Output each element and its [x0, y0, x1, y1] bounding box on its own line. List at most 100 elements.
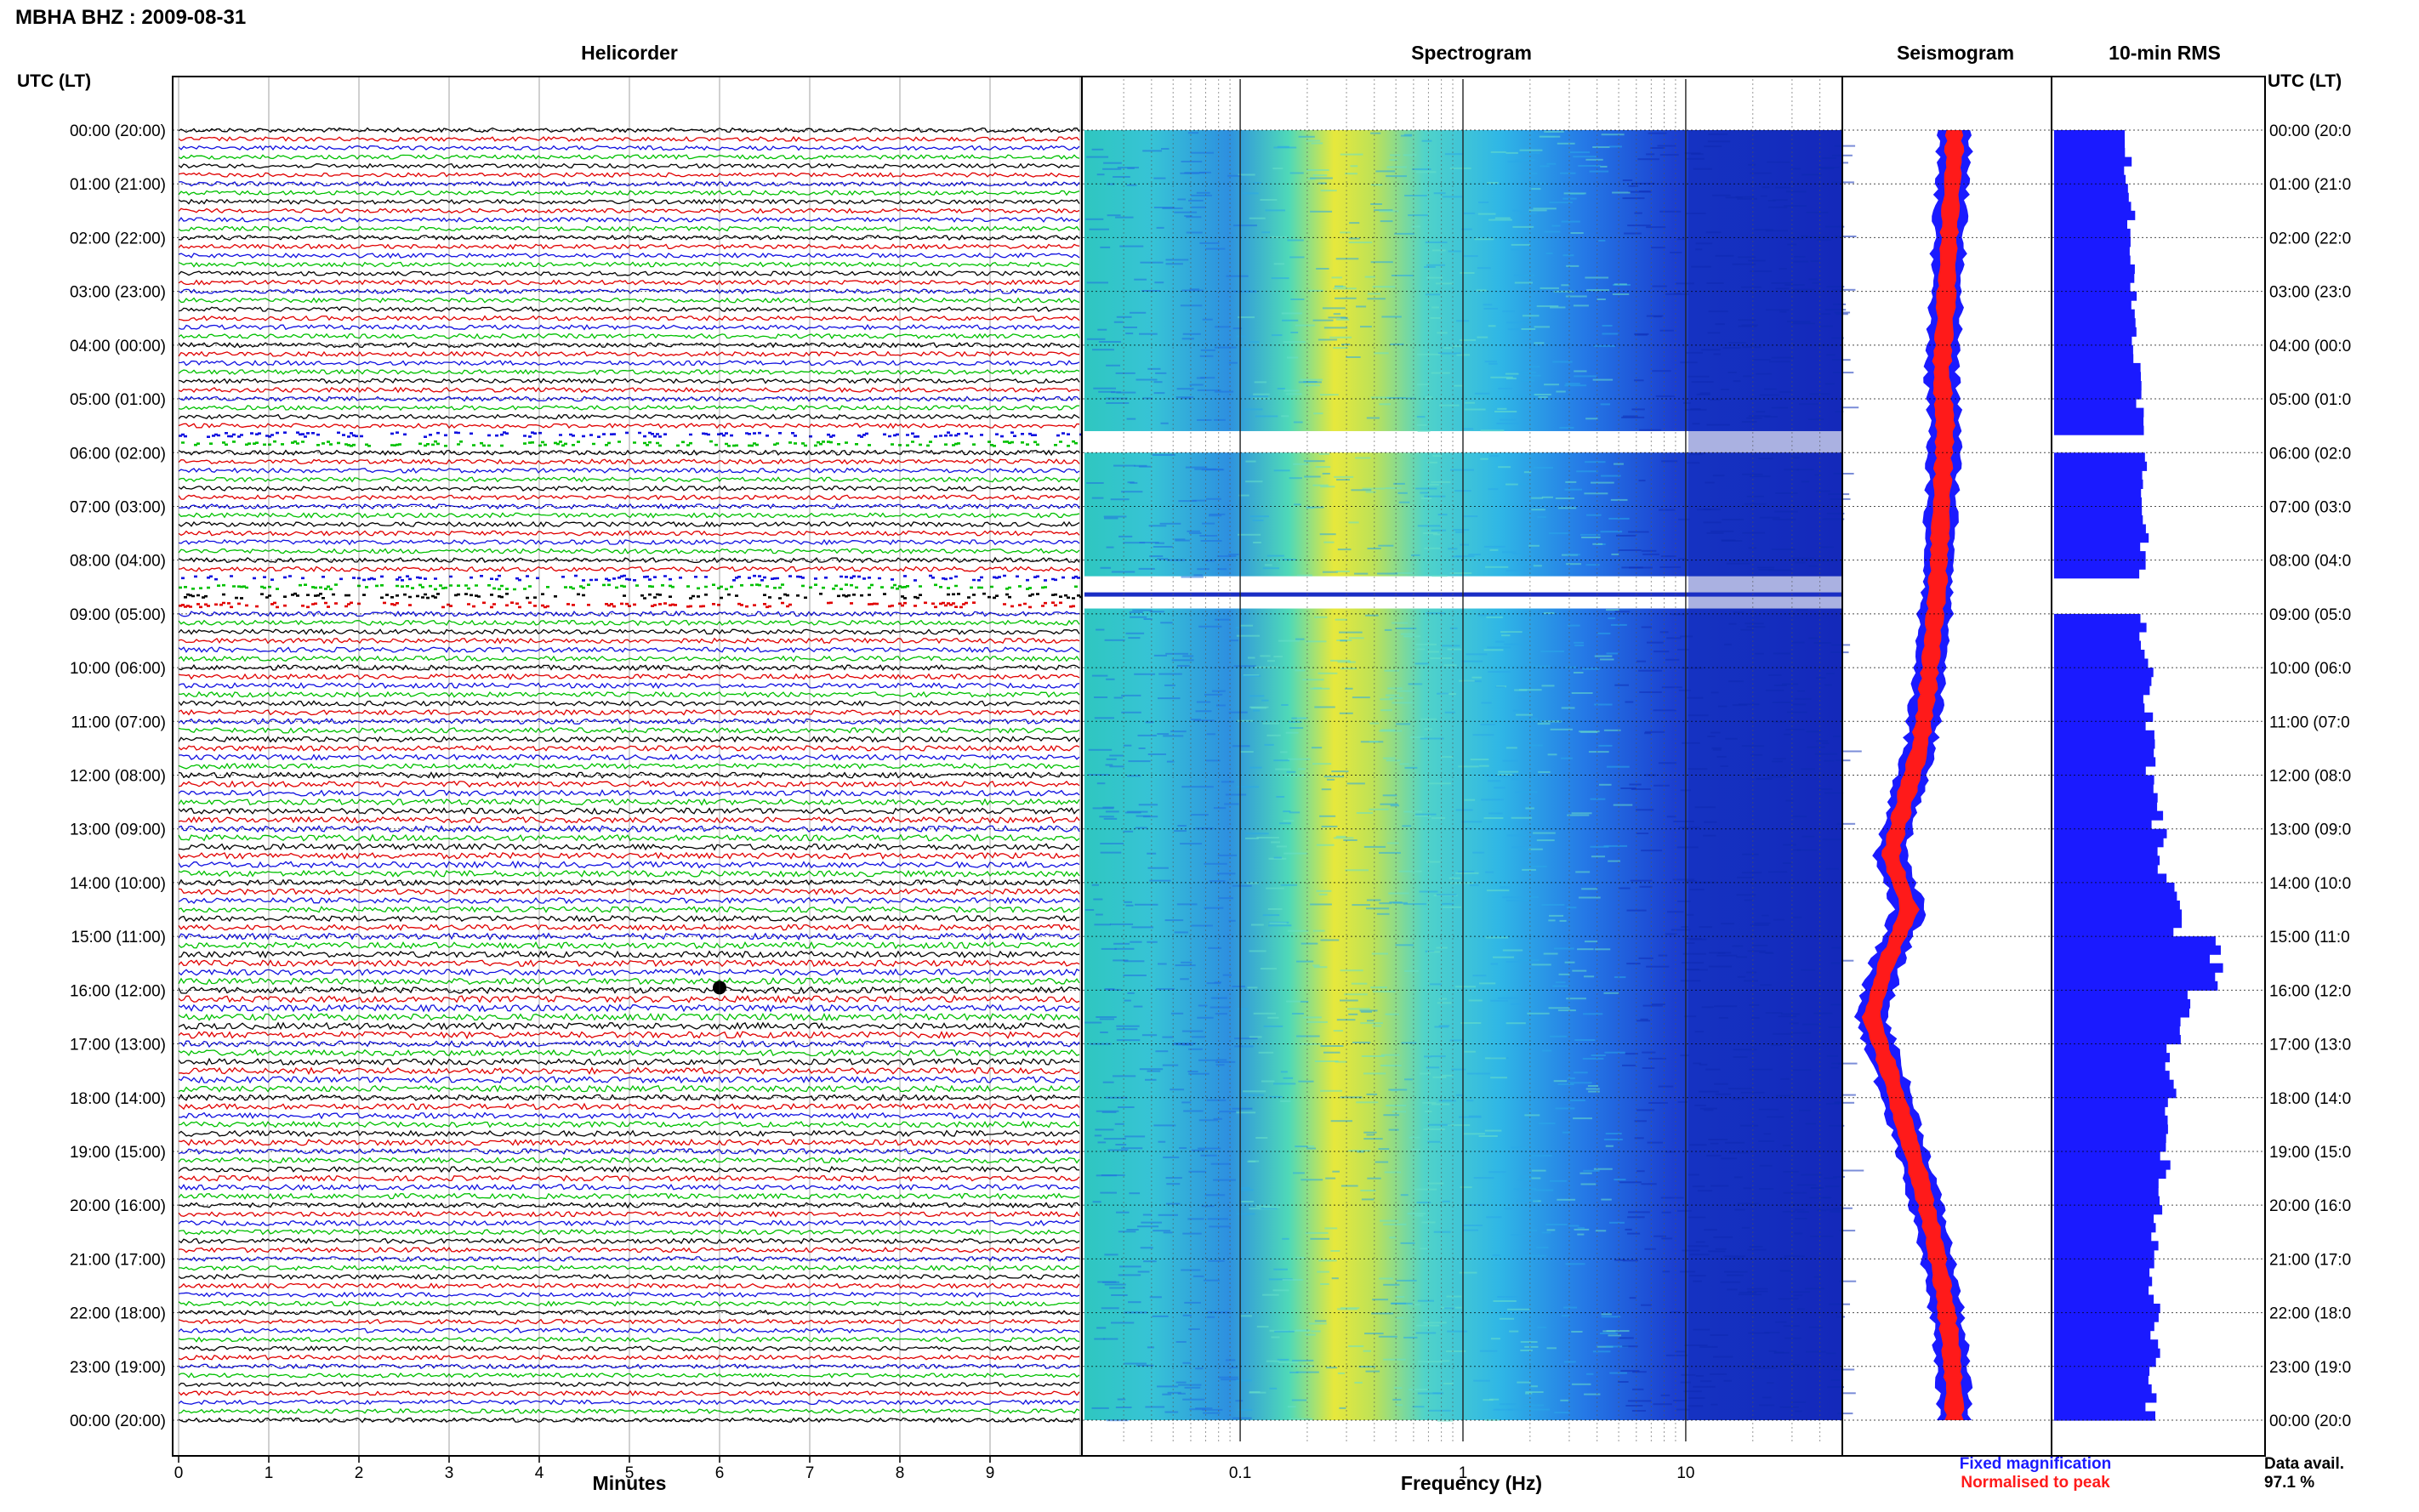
spectrogram-speck: [1703, 834, 1716, 837]
spectrogram-speck: [1819, 168, 1835, 170]
spectrogram-speck: [1430, 657, 1452, 660]
spectrogram-speck: [1258, 1051, 1274, 1054]
spectrogram-speck: [1190, 151, 1215, 154]
rms-bar: [2054, 1097, 2168, 1107]
spectrogram-speck: [1671, 929, 1691, 931]
spectrogram-speck: [1707, 332, 1721, 334]
spectrogram-speck: [1755, 652, 1764, 655]
spectrogram-speck: [1331, 1277, 1339, 1280]
rms-bar: [2054, 1223, 2156, 1233]
spectrogram-speck: [1585, 564, 1600, 566]
spectrogram-speck: [1687, 696, 1704, 699]
time-label-right: 12:00 (08:0: [2269, 768, 2351, 786]
spectrogram-speck: [1665, 933, 1677, 935]
spectrogram-speck: [1506, 1308, 1530, 1310]
spectrogram-speck: [1395, 628, 1417, 629]
helicorder-trace: [178, 306, 1080, 313]
spectrogram-speck: [1778, 1298, 1799, 1300]
spectrogram-speck: [1163, 1231, 1173, 1234]
spectrogram-speck: [1113, 321, 1124, 323]
spectrogram-speck: [1396, 1279, 1417, 1282]
spectrogram-speck: [1822, 838, 1842, 841]
spectrogram-speck: [1341, 344, 1351, 346]
spectrogram-speck: [1463, 1133, 1486, 1135]
spectrogram-speck: [1384, 669, 1400, 672]
spectrogram-speck: [1181, 1030, 1204, 1032]
spectrogram-speck: [1727, 1288, 1738, 1291]
rms-bar: [2054, 1169, 2166, 1179]
spectrogram-speck: [1639, 429, 1662, 431]
spectrogram-speck: [1291, 1359, 1314, 1361]
rms-bar: [2054, 1079, 2174, 1089]
spectrogram-speck: [1775, 1321, 1787, 1323]
spectrogram-speck: [1710, 399, 1722, 401]
spectrogram-speck: [1767, 1116, 1784, 1118]
spectrogram-speck: [1665, 1354, 1688, 1356]
spectrogram-speck: [1271, 1336, 1280, 1339]
spectrogram-speck: [1772, 760, 1783, 763]
spectrogram-speck: [1465, 827, 1472, 830]
spectrogram-speck: [1403, 154, 1417, 156]
spectrogram-speck: [1092, 1201, 1101, 1203]
spectrogram-speck: [1459, 679, 1475, 682]
spectrogram-speck: [1710, 1142, 1719, 1145]
spectrogram-speck: [1536, 1247, 1549, 1248]
spectrogram-speck: [1149, 1296, 1162, 1299]
spectrogram-speck: [1759, 1188, 1774, 1190]
spectrogram-speck: [1181, 786, 1198, 788]
spectrogram-speck: [1126, 184, 1137, 186]
spectrogram-speck: [1291, 1013, 1304, 1015]
spectrogram-speck: [1651, 1003, 1665, 1005]
spectrogram-speck: [1228, 554, 1239, 555]
spectrogram-speck: [1585, 1373, 1594, 1375]
spectrogram-speck: [1390, 804, 1400, 807]
rms-bar: [2054, 1330, 2151, 1340]
spectrogram-speck: [1653, 651, 1670, 653]
spectrogram-speck: [1243, 1045, 1255, 1048]
spectrogram-speck: [1435, 282, 1454, 285]
spectrogram-speck: [1305, 1231, 1329, 1234]
helicorder-trace: [178, 1381, 1080, 1388]
spectrogram-speck: [1097, 1281, 1117, 1283]
time-label-right: 11:00 (07:0: [2269, 713, 2350, 731]
spectrogram-speck: [1518, 849, 1533, 851]
spectrogram-speck: [1650, 147, 1665, 149]
spectrogram-speck: [1330, 1120, 1353, 1123]
helicorder-trace: [178, 1372, 1080, 1378]
spectrogram-speck: [1779, 268, 1787, 270]
spectrogram-speck: [1659, 566, 1681, 568]
spectrogram-speck: [1194, 468, 1217, 470]
spectrogram-speck: [1519, 689, 1542, 691]
spectrogram-speck: [1513, 274, 1535, 276]
spectrogram-speck: [1728, 1088, 1753, 1090]
spectrogram-speck: [1829, 1124, 1845, 1127]
spectrogram-speck: [1511, 1146, 1528, 1149]
spectrogram-speck: [1333, 287, 1357, 290]
spectrogram-speck: [1779, 1270, 1793, 1272]
spectrogram-speck: [1299, 1043, 1323, 1045]
spectrogram-speck: [1762, 1396, 1772, 1399]
spectrogram-speck: [1404, 1078, 1413, 1081]
spectrogram-speck: [1439, 1360, 1450, 1362]
spectrogram-speck: [1659, 509, 1676, 511]
spectrogram-speck: [1370, 203, 1382, 205]
spectrogram-speck: [1824, 1185, 1840, 1188]
spectrogram-speck: [1578, 896, 1601, 899]
spectrogram-speck: [1310, 210, 1333, 213]
spectrogram-speck: [1725, 196, 1743, 199]
spectrogram-speck: [1744, 503, 1767, 505]
spectrogram-speck: [1813, 1276, 1822, 1278]
helicorder-trace: [178, 234, 1080, 241]
spectrogram-speck: [1121, 694, 1141, 696]
spectrogram-speck: [1156, 226, 1164, 229]
spectrogram-speck: [1832, 288, 1856, 291]
spectrogram-speck: [1310, 903, 1332, 906]
spectrogram-speck: [1149, 555, 1164, 558]
spectrogram-speck: [1688, 1275, 1706, 1277]
spectrogram-speck: [1215, 1013, 1227, 1015]
spectrogram-speck: [1542, 1049, 1552, 1052]
spectrogram-speck: [1447, 1124, 1471, 1127]
spectrogram-speck: [1725, 737, 1738, 740]
spectrogram-speck: [1752, 944, 1768, 946]
spectrogram-speck: [1085, 218, 1104, 220]
